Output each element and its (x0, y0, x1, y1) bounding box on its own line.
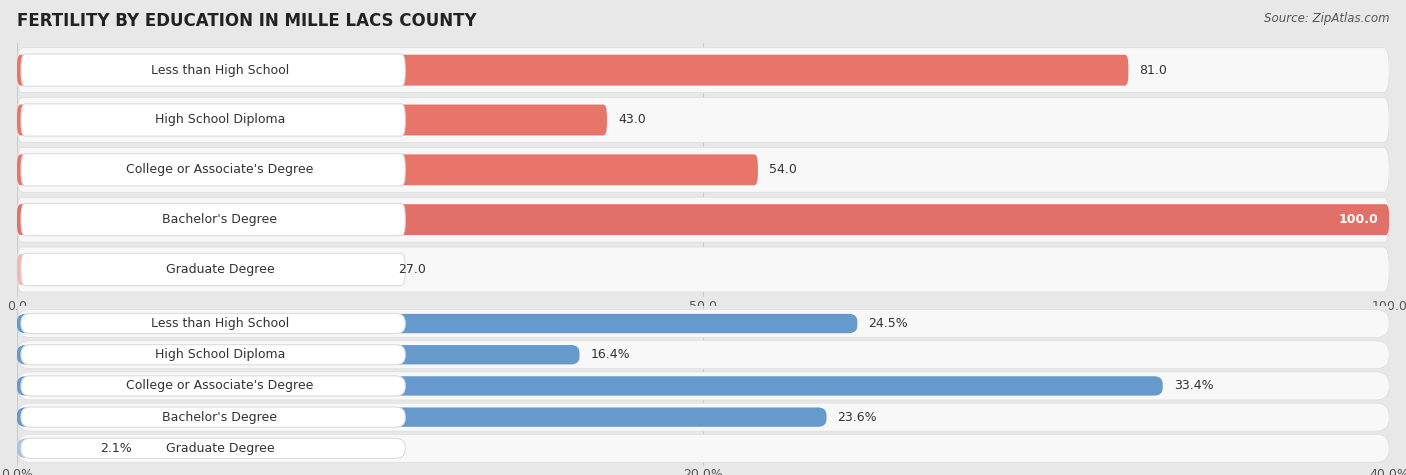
Text: Graduate Degree: Graduate Degree (166, 442, 274, 455)
Text: 100.0: 100.0 (1339, 213, 1378, 226)
FancyBboxPatch shape (21, 54, 405, 86)
Text: 2.1%: 2.1% (100, 442, 132, 455)
Text: College or Associate's Degree: College or Associate's Degree (127, 380, 314, 392)
Text: 81.0: 81.0 (1139, 64, 1167, 76)
FancyBboxPatch shape (21, 203, 405, 236)
Text: FERTILITY BY EDUCATION IN MILLE LACS COUNTY: FERTILITY BY EDUCATION IN MILLE LACS COU… (17, 12, 477, 30)
FancyBboxPatch shape (21, 345, 405, 365)
FancyBboxPatch shape (17, 439, 89, 458)
FancyBboxPatch shape (17, 314, 858, 333)
Text: Bachelor's Degree: Bachelor's Degree (163, 411, 277, 424)
FancyBboxPatch shape (17, 403, 1389, 431)
Text: 23.6%: 23.6% (838, 411, 877, 424)
FancyBboxPatch shape (17, 48, 1389, 93)
Text: 33.4%: 33.4% (1174, 380, 1213, 392)
FancyBboxPatch shape (17, 254, 388, 285)
FancyBboxPatch shape (17, 310, 1389, 338)
Text: Less than High School: Less than High School (150, 317, 290, 330)
Text: 27.0: 27.0 (398, 263, 426, 276)
FancyBboxPatch shape (17, 372, 1389, 400)
FancyBboxPatch shape (21, 314, 405, 333)
FancyBboxPatch shape (17, 204, 1389, 235)
Text: College or Associate's Degree: College or Associate's Degree (127, 163, 314, 176)
FancyBboxPatch shape (17, 247, 1389, 292)
FancyBboxPatch shape (17, 376, 1163, 396)
Text: 24.5%: 24.5% (869, 317, 908, 330)
Text: High School Diploma: High School Diploma (155, 114, 285, 126)
Text: 16.4%: 16.4% (591, 348, 630, 361)
Text: 43.0: 43.0 (617, 114, 645, 126)
FancyBboxPatch shape (17, 97, 1389, 142)
Text: Source: ZipAtlas.com: Source: ZipAtlas.com (1264, 12, 1389, 25)
Text: 54.0: 54.0 (769, 163, 797, 176)
FancyBboxPatch shape (21, 407, 405, 427)
FancyBboxPatch shape (21, 376, 405, 396)
FancyBboxPatch shape (21, 253, 405, 285)
FancyBboxPatch shape (21, 104, 405, 136)
Text: Graduate Degree: Graduate Degree (166, 263, 274, 276)
FancyBboxPatch shape (21, 438, 405, 458)
Text: High School Diploma: High School Diploma (155, 348, 285, 361)
FancyBboxPatch shape (17, 434, 1389, 462)
FancyBboxPatch shape (17, 341, 1389, 369)
FancyBboxPatch shape (17, 55, 1129, 86)
Text: Bachelor's Degree: Bachelor's Degree (163, 213, 277, 226)
FancyBboxPatch shape (21, 154, 405, 186)
FancyBboxPatch shape (17, 104, 607, 135)
FancyBboxPatch shape (17, 345, 579, 364)
FancyBboxPatch shape (17, 147, 1389, 192)
FancyBboxPatch shape (17, 408, 827, 427)
Text: Less than High School: Less than High School (150, 64, 290, 76)
FancyBboxPatch shape (17, 197, 1389, 242)
FancyBboxPatch shape (17, 154, 758, 185)
